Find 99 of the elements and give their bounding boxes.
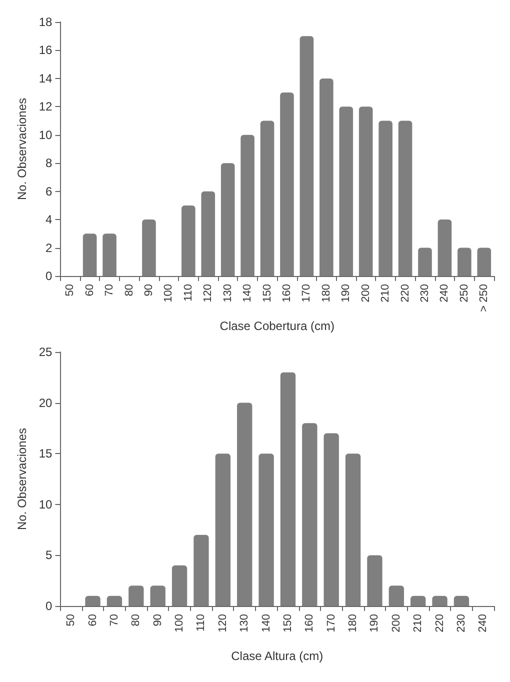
bar bbox=[201, 191, 216, 276]
bar bbox=[240, 134, 254, 276]
x-tick-label: 150 bbox=[261, 284, 274, 302]
bar bbox=[280, 372, 296, 606]
x-tick-label: 100 bbox=[174, 614, 186, 632]
bar bbox=[302, 423, 318, 606]
bar bbox=[215, 454, 230, 606]
x-tick-label: 110 bbox=[195, 614, 208, 632]
x-tick-label: 200 bbox=[390, 614, 402, 632]
bar bbox=[85, 596, 100, 606]
y-tick-label: 6 bbox=[46, 184, 53, 198]
y-tick-label: 18 bbox=[38, 15, 53, 29]
bar bbox=[388, 586, 404, 606]
x-tick-label: 230 bbox=[455, 614, 468, 632]
bar bbox=[438, 220, 452, 276]
y-tick-label: 10 bbox=[38, 497, 53, 512]
y-tick-label: 20 bbox=[38, 396, 53, 410]
bar bbox=[477, 248, 492, 276]
bar bbox=[454, 596, 470, 606]
x-tick-label: 180 bbox=[347, 614, 360, 632]
x-tick-label: 140 bbox=[260, 614, 272, 632]
bar bbox=[398, 120, 412, 276]
x-tick-label: 110 bbox=[182, 284, 194, 302]
x-tick-label: 70 bbox=[108, 614, 120, 626]
bar bbox=[410, 596, 426, 606]
y-axis-title: No. Observaciones bbox=[15, 428, 29, 530]
y-tick-label: 25 bbox=[38, 345, 53, 359]
x-tick-label: 90 bbox=[152, 614, 164, 626]
x-tick-label: 80 bbox=[130, 614, 142, 626]
y-tick-label: 5 bbox=[46, 548, 53, 562]
x-tick-label: 80 bbox=[123, 284, 136, 296]
x-tick-label: 120 bbox=[202, 284, 214, 302]
x-axis-title: Clase Altura (cm) bbox=[231, 649, 324, 663]
x-tick-label: 140 bbox=[242, 284, 254, 302]
x-tick-label: > 250 bbox=[478, 284, 490, 312]
bar bbox=[150, 586, 166, 606]
bar bbox=[339, 106, 354, 276]
y-tick-label: 8 bbox=[46, 156, 53, 170]
x-tick-label: 170 bbox=[300, 284, 313, 302]
bar bbox=[128, 586, 144, 606]
y-tick-label: 4 bbox=[46, 212, 53, 227]
bar bbox=[280, 92, 294, 276]
y-tick-label: 0 bbox=[46, 599, 53, 613]
bar bbox=[324, 433, 339, 606]
y-axis-title: No. Observaciones bbox=[15, 98, 29, 200]
x-tick-label: 160 bbox=[280, 284, 293, 302]
y-tick-label: 0 bbox=[46, 269, 53, 283]
x-tick-label: 180 bbox=[320, 284, 332, 302]
bar bbox=[300, 36, 314, 276]
bar bbox=[182, 205, 196, 276]
bar bbox=[345, 454, 361, 606]
x-tick-label: 100 bbox=[162, 284, 175, 302]
x-tick-label: 210 bbox=[412, 614, 424, 632]
y-tick-label: 2 bbox=[46, 240, 53, 255]
bar bbox=[378, 120, 392, 276]
y-tick-label: 15 bbox=[38, 446, 53, 461]
y-tick-label: 16 bbox=[38, 43, 53, 58]
bar bbox=[260, 120, 274, 276]
x-tick-label: 240 bbox=[477, 614, 490, 632]
x-tick-label: 210 bbox=[380, 284, 392, 302]
bar bbox=[194, 534, 209, 606]
bar bbox=[458, 248, 472, 276]
x-tick-label: 130 bbox=[238, 614, 251, 632]
x-tick-label: 220 bbox=[399, 284, 412, 302]
x-tick-label: 60 bbox=[86, 614, 99, 626]
y-tick-label: 12 bbox=[38, 100, 53, 114]
x-tick-label: 90 bbox=[142, 284, 155, 296]
bar bbox=[172, 565, 188, 606]
x-tick-label: 70 bbox=[104, 284, 116, 296]
y-tick-label: 14 bbox=[38, 71, 53, 86]
bar bbox=[82, 234, 97, 276]
x-tick-label: 130 bbox=[222, 284, 234, 302]
bar bbox=[418, 248, 432, 276]
bar bbox=[358, 106, 373, 276]
bar bbox=[367, 555, 382, 606]
x-tick-label: 250 bbox=[458, 284, 470, 302]
x-tick-label: 150 bbox=[282, 614, 294, 632]
bar bbox=[220, 163, 235, 276]
x-tick-label: 120 bbox=[216, 614, 229, 632]
bar bbox=[320, 78, 334, 276]
x-tick-label: 160 bbox=[304, 614, 316, 632]
x-tick-label: 50 bbox=[65, 614, 78, 626]
x-tick-label: 60 bbox=[84, 284, 96, 296]
x-tick-label: 190 bbox=[340, 284, 352, 302]
bar bbox=[102, 234, 116, 276]
x-tick-label: 190 bbox=[368, 614, 381, 632]
bar bbox=[237, 402, 252, 606]
x-tick-label: 50 bbox=[64, 284, 76, 296]
bar bbox=[258, 454, 274, 606]
y-tick-label: 10 bbox=[38, 128, 53, 142]
x-tick-label: 170 bbox=[325, 614, 338, 632]
x-tick-label: 220 bbox=[434, 614, 446, 632]
x-tick-label: 230 bbox=[418, 284, 431, 302]
x-tick-label: 200 bbox=[360, 284, 372, 302]
bar bbox=[106, 596, 122, 606]
bar bbox=[432, 596, 448, 606]
bar bbox=[142, 220, 156, 276]
x-tick-label: 240 bbox=[438, 284, 451, 302]
x-axis-title: Clase Cobertura (cm) bbox=[220, 319, 334, 333]
